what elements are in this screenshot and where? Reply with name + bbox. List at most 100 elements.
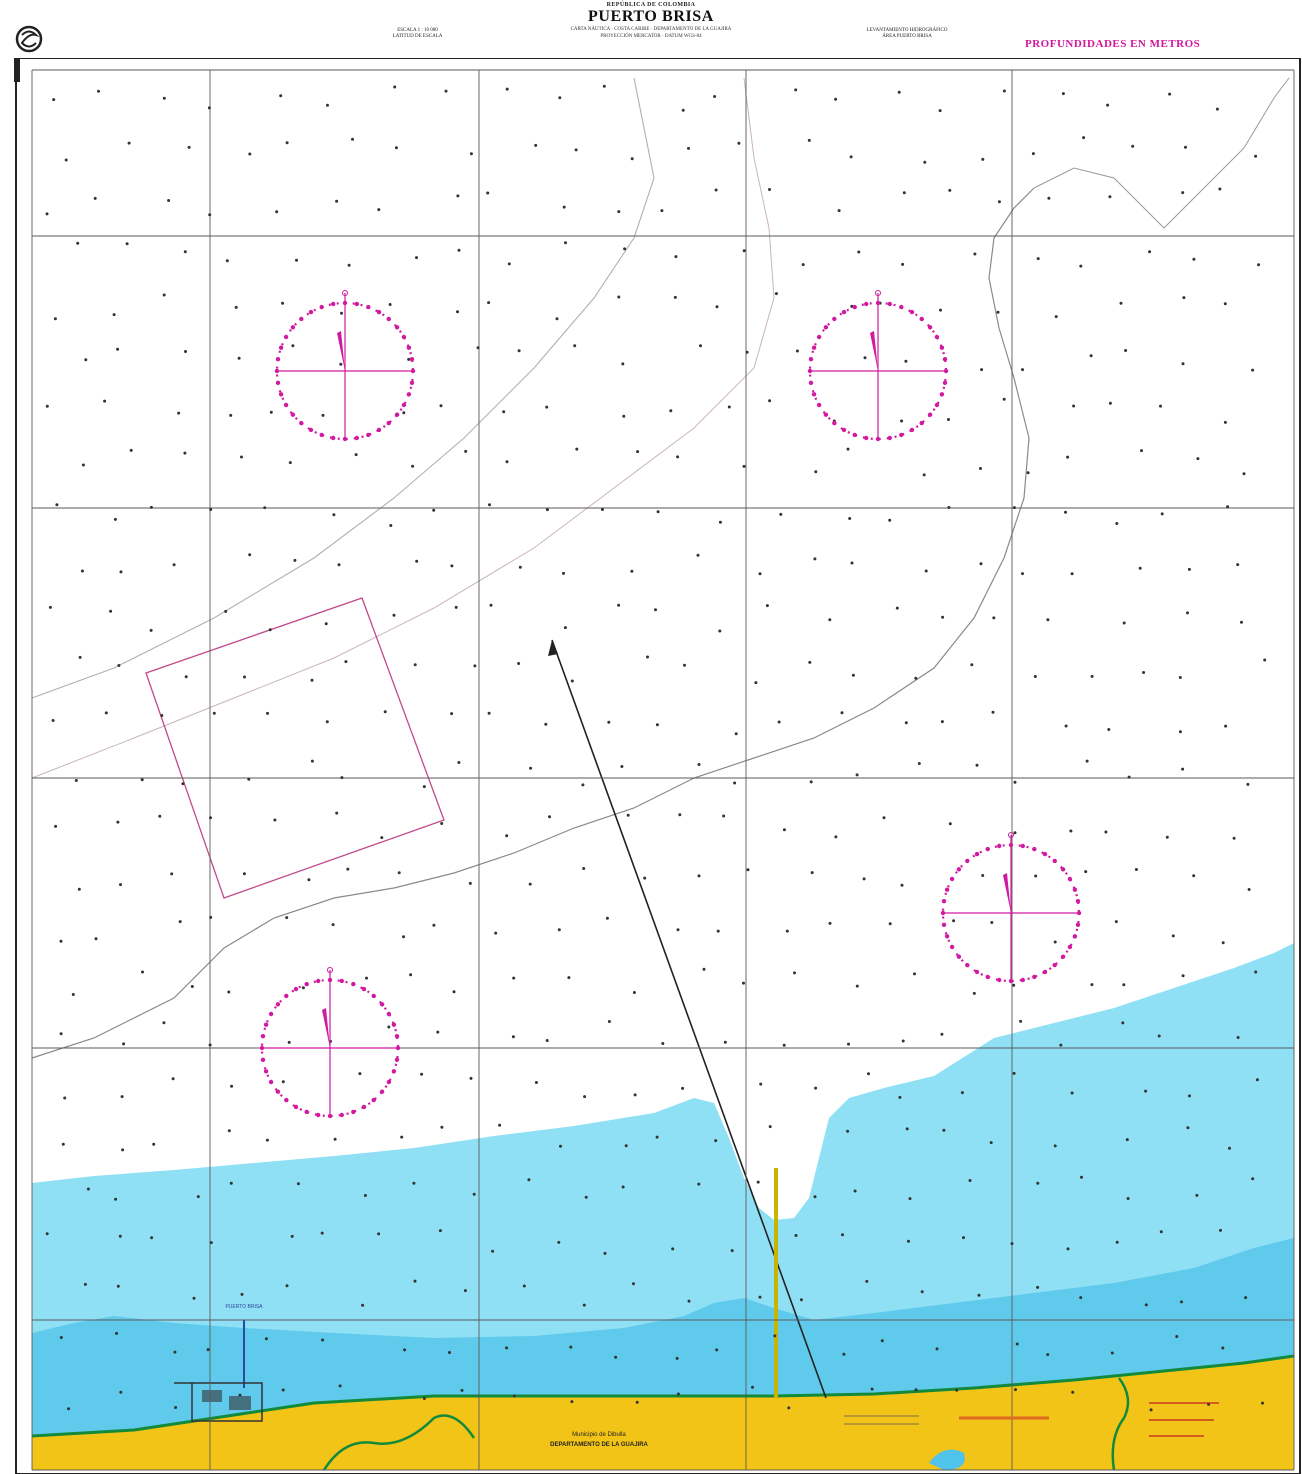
depth-sounding-dot [65, 159, 68, 162]
depth-sounding-dot [814, 1087, 817, 1090]
depth-sounding-dot [614, 1356, 617, 1359]
compass-tick [276, 1090, 280, 1094]
depth-sounding-dot [529, 883, 532, 886]
depth-sounding-dot [130, 449, 133, 452]
compass-tick [812, 392, 816, 396]
depth-sounding-dot [54, 317, 57, 320]
compass-tick [957, 867, 961, 871]
compass-tick [1032, 975, 1036, 979]
depth-sounding-dot [229, 414, 232, 417]
chart-header: REPÚBLICA DE COLOMBIA PUERTO BRISA CARTA… [0, 0, 1302, 60]
depth-sounding-dot [1003, 90, 1006, 93]
compass-tick [935, 335, 939, 339]
depth-sounding-dot [1065, 725, 1068, 728]
depth-sounding-dot [570, 1400, 573, 1403]
depth-sounding-dot [778, 721, 781, 724]
depth-sounding-dot [1014, 1388, 1017, 1391]
depth-sounding-dot [456, 310, 459, 313]
depth-sounding-dot [697, 554, 700, 557]
depth-sounding-dot [534, 144, 537, 147]
depth-sounding-dot [172, 1077, 175, 1080]
compass-tick [407, 392, 411, 396]
depth-sounding-dot [914, 677, 917, 680]
compass-tick [1073, 888, 1077, 892]
depth-sounding-dot [1224, 302, 1227, 305]
depth-sounding-dot [1016, 1343, 1019, 1346]
depth-sounding-dot [901, 884, 904, 887]
depth-sounding-dot [913, 972, 916, 975]
compass-tick [377, 310, 381, 314]
depth-sounding-dot [487, 301, 490, 304]
depth-sounding-dot [179, 920, 182, 923]
depth-sounding-dot [247, 778, 250, 781]
depth-sounding-dot [281, 302, 284, 305]
depth-sounding-dot [326, 720, 329, 723]
depth-sounding-dot [72, 993, 75, 996]
depth-sounding-dot [1161, 512, 1164, 515]
depth-sounding-dot [1054, 941, 1057, 944]
compass-tick [1076, 923, 1080, 927]
border-marker [14, 58, 20, 82]
depth-sounding-dot [625, 1144, 628, 1147]
depth-sounding-dot [395, 146, 398, 149]
depth-sounding-dot [969, 1179, 972, 1182]
depth-sounding-dot [361, 1304, 364, 1307]
depth-sounding-dot [546, 508, 549, 511]
depth-sounding-dot [384, 710, 387, 713]
compass-tick [291, 325, 295, 329]
depth-sounding-dot [440, 404, 443, 407]
compass-tick [957, 955, 961, 959]
compass-tick [986, 847, 990, 851]
depth-sounding-dot [1263, 659, 1266, 662]
depth-sounding-dot [275, 210, 278, 213]
compass-tick [853, 305, 857, 309]
depth-sounding-dot [751, 1386, 754, 1389]
depth-sounding-dot [54, 825, 57, 828]
depth-sounding-dot [906, 1127, 909, 1130]
compass-tick [824, 413, 828, 417]
depth-sounding-dot [210, 1241, 213, 1244]
depth-sounding-dot [1218, 188, 1221, 191]
depth-sounding-dot [1236, 563, 1239, 566]
depth-sounding-dot [1037, 257, 1040, 260]
compass-tick [351, 982, 355, 986]
depth-sounding-dot [952, 919, 955, 922]
depth-sounding-dot [273, 819, 276, 822]
compass-tick [279, 392, 283, 396]
depth-sounding-dot [636, 450, 639, 453]
depth-sounding-dot [735, 732, 738, 735]
depth-sounding-dot [810, 780, 813, 783]
depth-sounding-dot [174, 1406, 177, 1409]
depth-sounding-dot [470, 1077, 473, 1080]
compass-tick [1053, 859, 1057, 863]
depth-sounding-dot [842, 1353, 845, 1356]
depth-sounding-dot [743, 465, 746, 468]
depth-sounding-dot [838, 209, 841, 212]
depth-sounding-dot [970, 663, 973, 666]
depth-sounding-dot [415, 256, 418, 259]
depth-sounding-dot [458, 249, 461, 252]
depth-sounding-dot [775, 292, 778, 295]
depth-sounding-dot [126, 242, 129, 245]
compass-tick [387, 317, 391, 321]
depth-sounding-dot [1158, 1035, 1161, 1038]
depth-sounding-dot [1256, 1078, 1259, 1081]
depth-sounding-dot [94, 197, 97, 200]
depth-sounding-dot [581, 783, 584, 786]
depth-sounding-dot [683, 664, 686, 667]
depth-sounding-dot [117, 664, 120, 667]
depth-sounding-dot [415, 560, 418, 563]
compass-tick [965, 963, 969, 967]
depth-sounding-dot [1104, 831, 1107, 834]
depth-sounding-dot [450, 712, 453, 715]
depth-sounding-dot [562, 572, 565, 575]
compass-tick [264, 1069, 268, 1073]
chart-scale-info: ESCALA 1 : 10 000 LATITUD DE ESCALA [345, 28, 490, 40]
compass-tick [294, 987, 298, 991]
depth-sounding-dot [583, 1304, 586, 1307]
depth-sounding-dot [643, 877, 646, 880]
depth-sounding-dot [512, 1035, 515, 1038]
depth-sounding-dot [620, 765, 623, 768]
depth-sounding-dot [1090, 354, 1093, 357]
depth-sounding-dot [802, 263, 805, 266]
